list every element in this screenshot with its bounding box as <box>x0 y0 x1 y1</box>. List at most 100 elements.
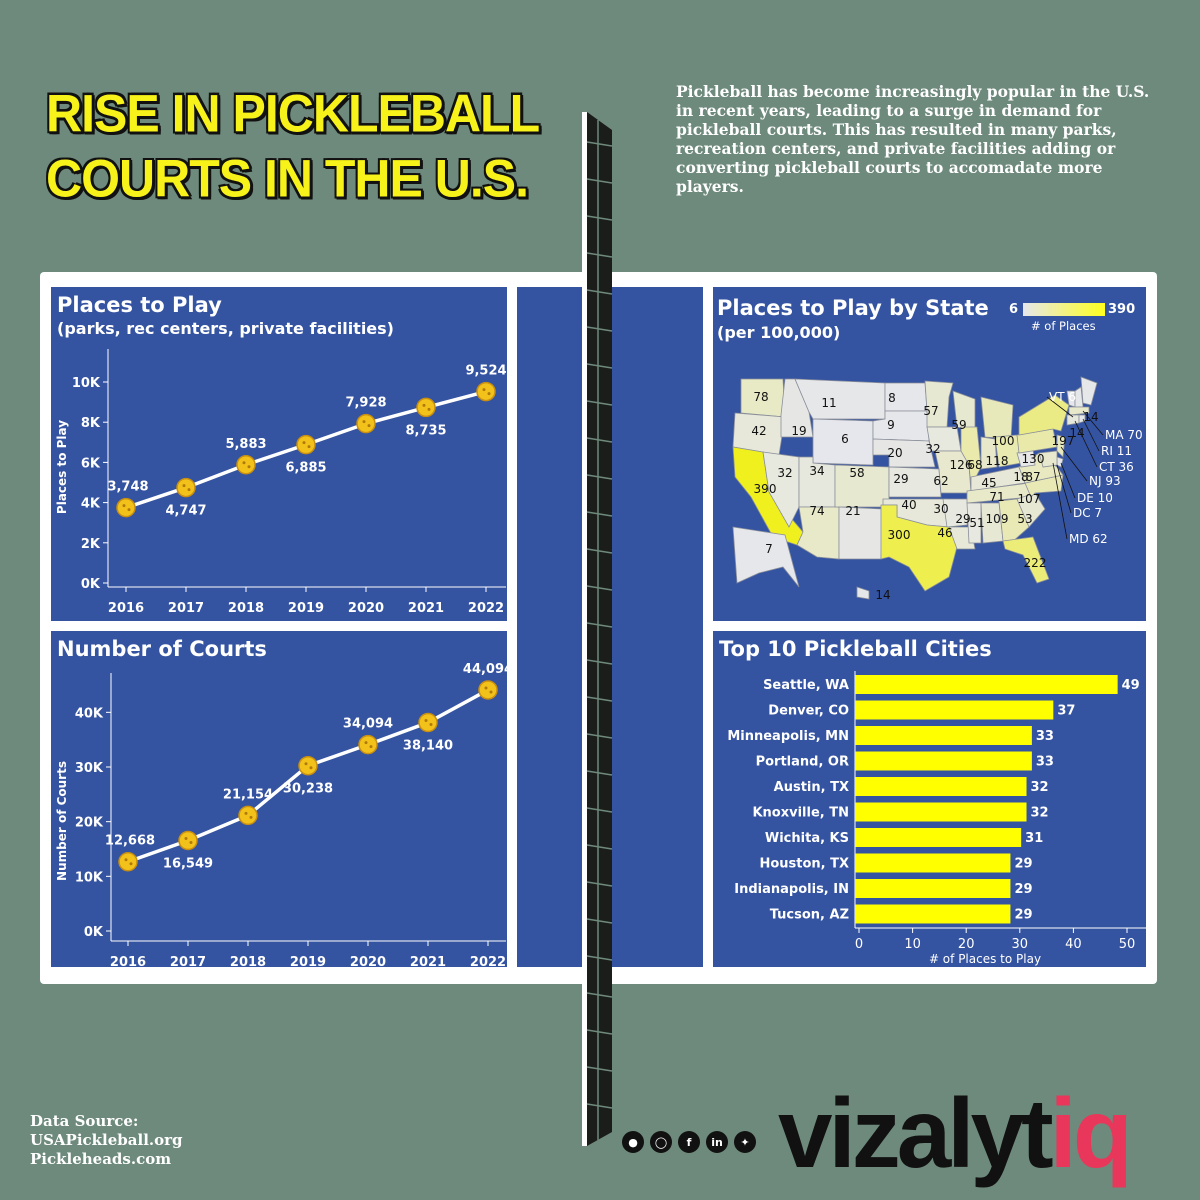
net-mesh-line <box>586 918 612 924</box>
data-label: 9,524 <box>465 364 506 379</box>
data-point <box>476 381 496 402</box>
source-line: USAPickleball.org <box>30 1131 183 1149</box>
state-value-label: 18 <box>1013 470 1028 484</box>
net-mesh-line <box>586 955 612 961</box>
state-callout-label: DC 7 <box>1073 506 1102 520</box>
data-point-hole <box>304 762 308 766</box>
data-point <box>238 805 258 826</box>
state-value-label: 390 <box>754 482 777 496</box>
state-hi <box>856 586 870 600</box>
x-tick-label: 2016 <box>108 601 144 616</box>
data-point <box>418 712 438 733</box>
state-value-label: 29 <box>893 472 908 486</box>
data-label: 6,885 <box>285 461 326 476</box>
data-point-hole <box>244 811 248 815</box>
bar-category-label: Wichita, KS <box>765 831 849 846</box>
y-tick-label: 10K <box>72 376 101 391</box>
bar <box>855 751 1032 771</box>
state-value-label: 8 <box>888 391 896 405</box>
data-point <box>416 397 436 418</box>
callout-line <box>1052 462 1068 540</box>
data-point <box>236 455 256 475</box>
reddit-icon[interactable]: ● <box>622 1131 644 1153</box>
bar <box>855 726 1032 745</box>
net-mesh-line <box>586 659 612 665</box>
data-point-hole <box>362 420 366 424</box>
bar <box>855 675 1118 694</box>
net-mesh-line <box>586 252 612 258</box>
state-value-label: 32 <box>925 442 940 456</box>
data-point-hole <box>309 766 313 770</box>
bar-value-label: 32 <box>1031 806 1049 821</box>
data-label: 21,154 <box>223 787 273 802</box>
net-mesh-line <box>586 807 612 813</box>
chart-title: Top 10 Pickleball Cities <box>719 637 992 661</box>
source-line: Pickleheads.com <box>30 1150 172 1168</box>
state-mi <box>980 396 1014 440</box>
state-value-label: 222 <box>1024 556 1047 570</box>
x-tick-label: 2022 <box>468 601 504 616</box>
legend-max: 390 <box>1108 302 1136 317</box>
facebook-icon[interactable]: f <box>678 1131 700 1153</box>
state-ri <box>1078 414 1086 424</box>
net-mesh-line <box>586 881 612 887</box>
state-value-label: 32 <box>777 466 792 480</box>
linkedin-icon[interactable]: in <box>706 1131 728 1153</box>
y-tick-label: 40K <box>75 706 104 721</box>
callout-line <box>1046 396 1074 418</box>
state-value-label: 107 <box>1018 492 1041 506</box>
state-value-label: 7 <box>765 542 773 556</box>
net-mesh-line <box>586 844 612 850</box>
state-callout-label: MA 70 <box>1105 428 1143 442</box>
brand-logo: vizalytiq <box>778 1078 1133 1188</box>
bar-value-label: 31 <box>1025 831 1043 846</box>
twitter-icon[interactable]: ✦ <box>734 1131 756 1153</box>
state-value-label: 51 <box>969 516 984 530</box>
state-value-label: 109 <box>986 512 1009 526</box>
state-ak <box>732 526 800 588</box>
legend-min: 6 <box>1009 302 1019 317</box>
x-tick-label: 2019 <box>290 955 326 967</box>
data-label: 12,668 <box>105 834 155 849</box>
state-ar <box>942 498 970 528</box>
state-value-label: 78 <box>753 390 768 404</box>
state-value-label: 118 <box>986 454 1009 468</box>
net-mesh-line <box>586 622 612 628</box>
x-tick-label: 10 <box>904 937 921 952</box>
state-value-label: 71 <box>989 490 1004 504</box>
state-value-label: 20 <box>887 446 902 460</box>
data-point-hole <box>242 461 246 465</box>
bar <box>855 853 1011 873</box>
bar-category-label: Denver, CO <box>768 704 849 719</box>
data-label: 16,549 <box>163 857 213 872</box>
bar <box>855 828 1022 847</box>
bar-value-label: 33 <box>1036 729 1054 744</box>
places-to-play-panel: Places to Play (parks, rec centers, priv… <box>51 287 507 621</box>
data-point-hole <box>364 741 368 745</box>
source-label: Data Source: <box>30 1112 139 1130</box>
state-value-label: 42 <box>751 424 766 438</box>
data-point <box>178 830 198 851</box>
state-value-label: 46 <box>937 526 952 540</box>
courts-line-chart: 0K 10K 20K 30K 40K 2016 2017 2018 2019 2020 2021 20… <box>55 662 507 967</box>
net-mesh-line <box>586 141 612 147</box>
data-point-hole <box>427 407 431 411</box>
bar-value-label: 49 <box>1122 678 1140 693</box>
state-value-label: 59 <box>951 418 966 432</box>
legend-gradient <box>1023 303 1105 316</box>
y-tick-label: 10K <box>75 870 104 885</box>
net-mesh-line <box>586 437 612 443</box>
legend-label: # of Places <box>1031 319 1096 333</box>
bar-value-label: 29 <box>1014 882 1032 897</box>
data-point-hole <box>484 686 488 690</box>
state-mt <box>794 378 886 420</box>
bar-category-label: Portland, OR <box>756 755 849 770</box>
state-value-label: 11 <box>821 396 836 410</box>
bar <box>855 777 1027 796</box>
state-value-label: 57 <box>923 404 938 418</box>
state-value-label: 14 <box>1069 426 1084 440</box>
state-ma <box>1068 406 1090 416</box>
state-value-label: 100 <box>992 434 1015 448</box>
data-point <box>296 434 316 455</box>
instagram-icon[interactable]: ◯ <box>650 1131 672 1153</box>
